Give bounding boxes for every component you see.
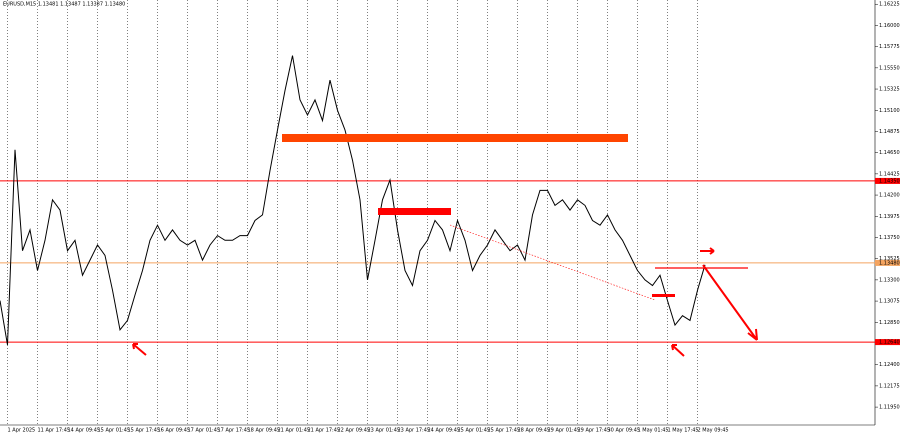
y-tick-label: 1.15325 xyxy=(879,87,900,93)
x-tick-label: 1 May 01:45 xyxy=(638,428,669,434)
y-tick-label: 1.14200 xyxy=(879,193,900,199)
y-tick-label: 1.13300 xyxy=(879,277,900,283)
x-tick-label: 29 Apr 01:45 xyxy=(548,428,581,434)
x-tick-label: 21 Apr 01:45 xyxy=(278,428,311,434)
x-tick-label: 1 May 17:45 xyxy=(668,428,699,434)
y-tick-label: 1.15775 xyxy=(879,44,900,50)
resistance-zone xyxy=(378,208,451,215)
y-tick-label: 1.15100 xyxy=(879,108,900,114)
price-line xyxy=(0,55,706,345)
x-tick-label: 18 Apr 09:45 xyxy=(248,428,281,434)
price-tag-label: 1.12640 xyxy=(879,340,900,346)
y-tick-label: 1.14650 xyxy=(879,150,900,156)
forecast-arrow xyxy=(702,264,758,341)
x-tick-label: 21 Apr 17:45 xyxy=(308,428,341,434)
arrow xyxy=(700,247,715,255)
x-tick-label: 16 Apr 09:45 xyxy=(158,428,191,434)
y-tick-label: 1.13975 xyxy=(879,214,900,220)
x-tick-label: 23 Apr 01:45 xyxy=(368,428,401,434)
y-tick-label: 1.12175 xyxy=(879,383,900,389)
y-tick-label: 1.13525 xyxy=(879,256,900,262)
y-tick-label: 1.12850 xyxy=(879,320,900,326)
x-tick-label: 25 Apr 17:45 xyxy=(488,428,521,434)
x-tick-label: 22 Apr 09:45 xyxy=(338,428,371,434)
x-tick-label: 15 Apr 01:45 xyxy=(98,428,131,434)
y-tick-label: 1.16225 xyxy=(879,2,900,8)
y-tick-label: 1.14425 xyxy=(879,171,900,177)
x-tick-label: 25 Apr 01:45 xyxy=(458,428,491,434)
y-tick-label: 1.12400 xyxy=(879,362,900,368)
arrow xyxy=(132,343,147,356)
x-tick-label: 17 Apr 17:45 xyxy=(218,428,251,434)
price-tag xyxy=(875,259,900,266)
price-tag xyxy=(875,339,900,346)
x-tick-label: 14 Apr 09:45 xyxy=(68,428,101,434)
x-tick-label: 2 May 09:45 xyxy=(698,428,729,434)
y-tick-label: 1.15550 xyxy=(879,65,900,71)
arrows xyxy=(132,247,758,357)
arrow xyxy=(671,344,685,357)
x-tick-label: 29 Apr 17:45 xyxy=(578,428,611,434)
price-tag xyxy=(875,177,900,184)
resistance-zone xyxy=(282,134,628,142)
price-tag-label: 1.13480 xyxy=(879,260,900,266)
y-tick-label: 1.16000 xyxy=(879,23,900,29)
x-tick-label: 1 Apr 2025 xyxy=(8,428,36,434)
y-tick-label: 1.13075 xyxy=(879,299,900,305)
price-tag-label: 1.14350 xyxy=(879,178,900,184)
x-tick-label: 30 Apr 09:45 xyxy=(608,428,641,434)
y-tick-label: 1.11950 xyxy=(879,405,900,411)
x-tick-label: 17 Apr 01:45 xyxy=(188,428,221,434)
trend-line xyxy=(449,224,656,301)
x-tick-label: 15 Apr 17:45 xyxy=(128,428,161,434)
chart-title: EURUSD,M15 1.13481 1.13487 1.13387 1.134… xyxy=(3,2,125,8)
y-tick-label: 1.13750 xyxy=(879,235,900,241)
support-mark xyxy=(652,294,675,297)
x-tick-label: 24 Apr 09:45 xyxy=(428,428,461,434)
x-tick-label: 11 Apr 17:45 xyxy=(38,428,71,434)
y-tick-label: 1.14875 xyxy=(879,129,900,135)
x-tick-label: 23 Apr 17:45 xyxy=(398,428,431,434)
x-tick-label: 28 Apr 09:45 xyxy=(518,428,551,434)
